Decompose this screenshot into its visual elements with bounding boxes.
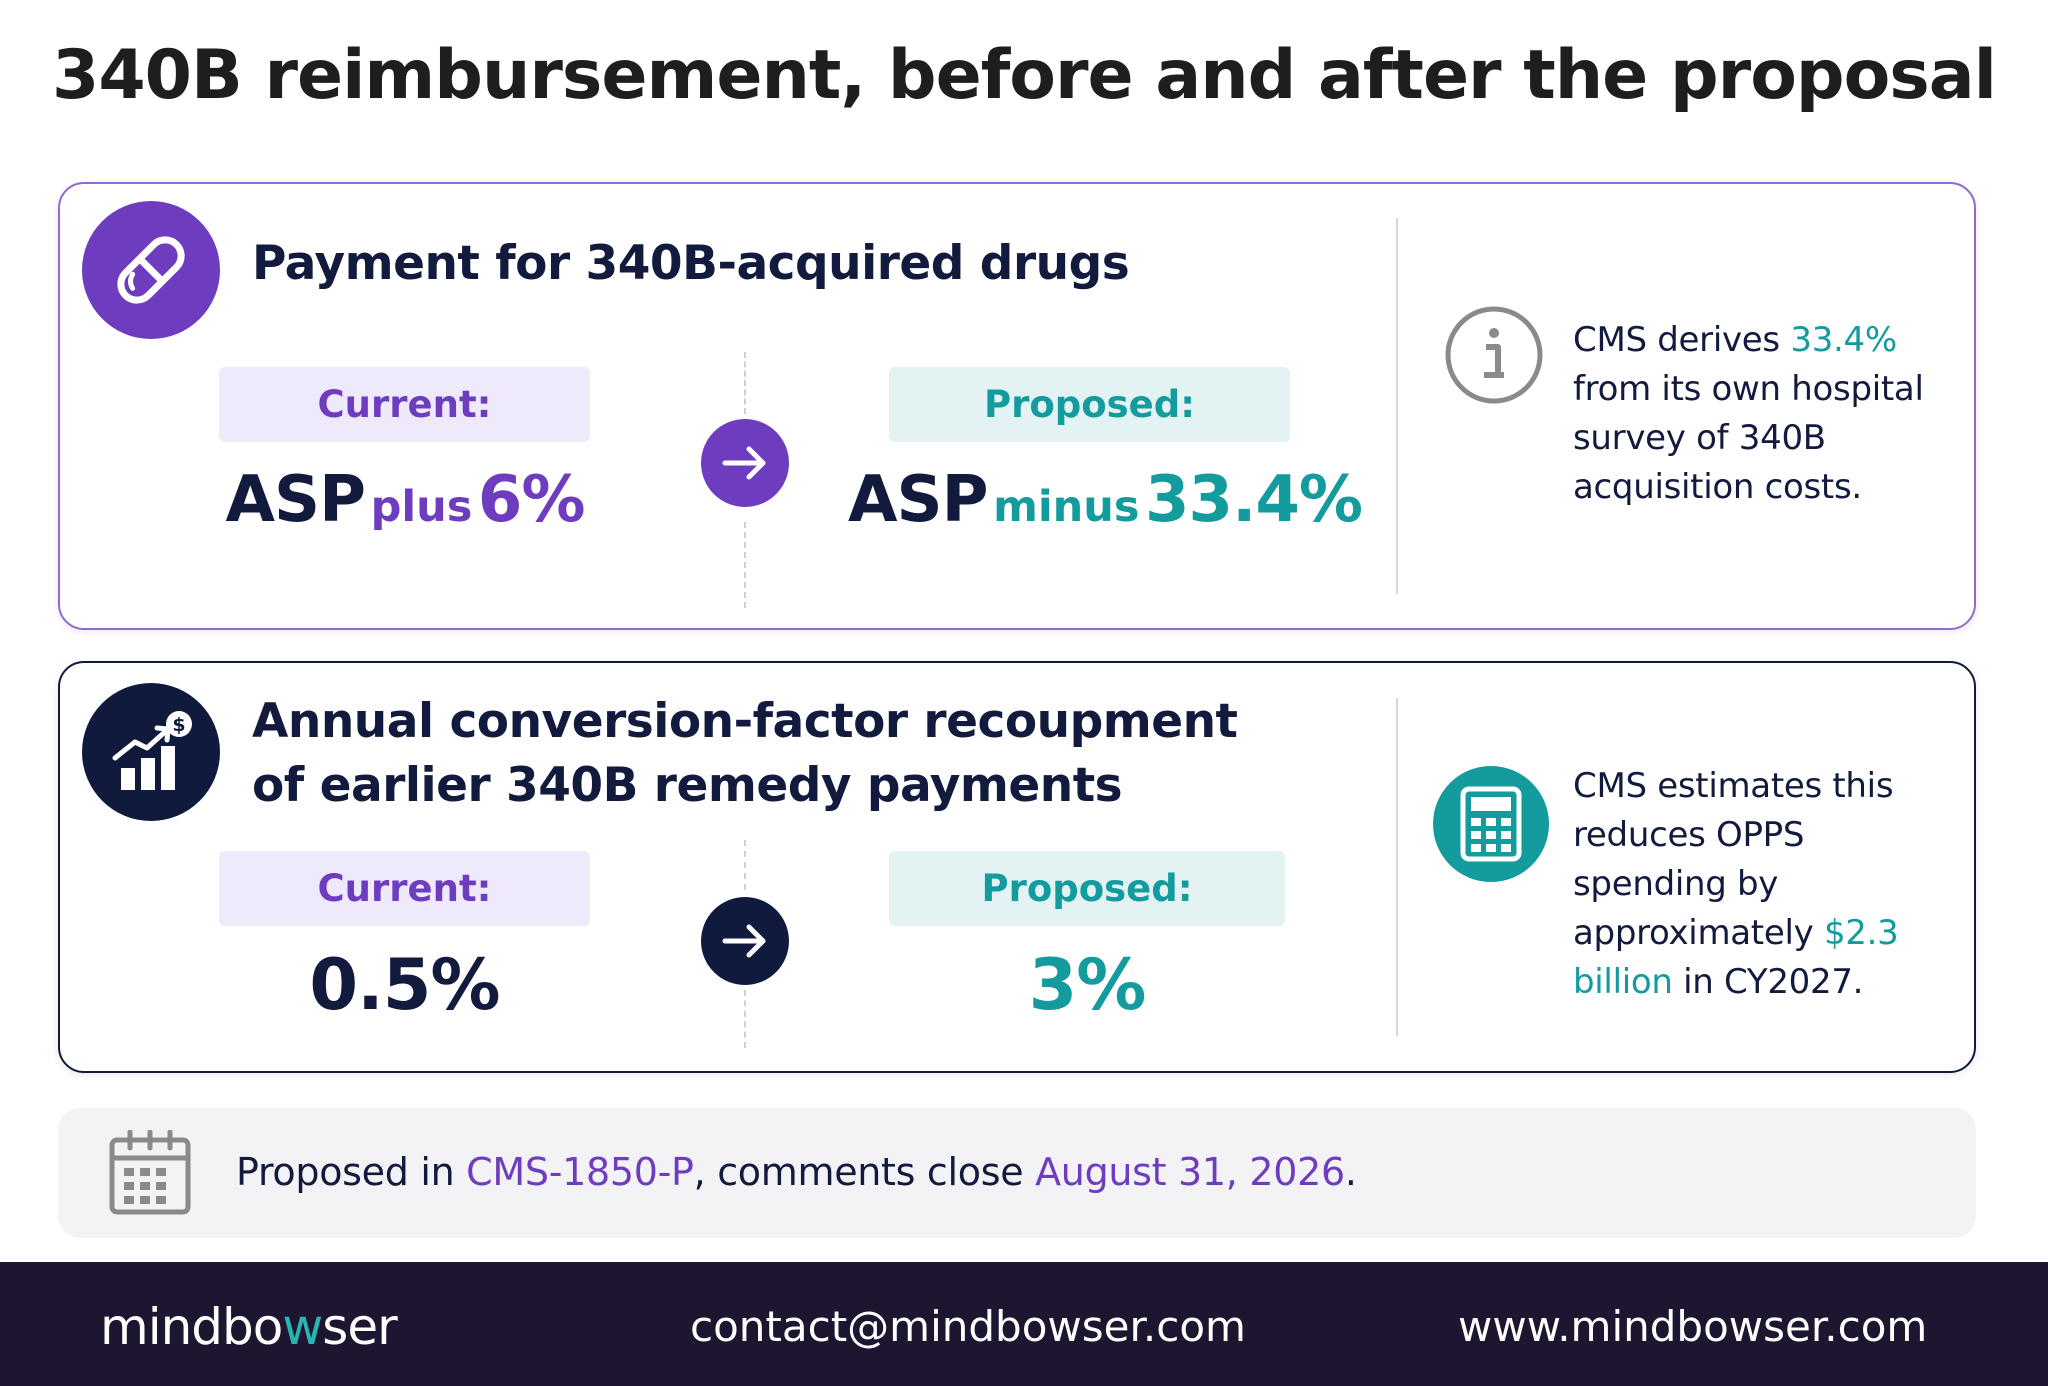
- card1-dashed-divider-bottom: [744, 522, 746, 608]
- proposed-operator: minus: [993, 482, 1140, 532]
- info-icon: [1442, 303, 1546, 407]
- proposed-label: Proposed:: [889, 851, 1285, 926]
- derivation-note-pre: CMS derives: [1573, 320, 1780, 360]
- recoupment-heading: Annual conversion-factor recoupment of e…: [252, 690, 1238, 818]
- current-operator: plus: [370, 482, 473, 532]
- page-title: 340B reimbursement, before and after the…: [52, 36, 1997, 115]
- current-base: ASP: [225, 463, 366, 537]
- spending-estimate-note: CMS estimates this reduces OPPS spending…: [1573, 762, 1943, 1007]
- logo-text-post: ser: [322, 1298, 397, 1356]
- derivation-note: CMS derives 33.4% from its own hospital …: [1573, 316, 1933, 512]
- recoupment-heading-line1: Annual conversion-factor recoupment: [252, 694, 1238, 749]
- current-payment-value: ASP plus 6%: [150, 460, 660, 556]
- current-label: Current:: [219, 851, 590, 926]
- derivation-note-highlight: 33.4%: [1790, 320, 1897, 360]
- arrow-right-icon: [701, 897, 789, 985]
- svg-text:$: $: [172, 714, 185, 736]
- pill-icon: [82, 201, 220, 339]
- footer: [0, 1262, 2048, 1386]
- comment-deadline-bar: [58, 1108, 1976, 1238]
- card2-dashed-divider-bottom: [744, 990, 746, 1048]
- comment-deadline-text: Proposed in CMS-1850-P, comments close A…: [236, 1150, 1357, 1194]
- website-link[interactable]: www.mindbowser.com: [1458, 1302, 1928, 1351]
- current-percent: 6%: [477, 463, 586, 537]
- deadline-date: August 31, 2026: [1035, 1150, 1345, 1194]
- spending-estimate-post: in CY2027.: [1683, 962, 1864, 1002]
- deadline-mid: , comments close: [693, 1150, 1024, 1194]
- derivation-note-post: from its own hospital survey of 340B acq…: [1573, 369, 1924, 507]
- proposed-percent: 33.4%: [1145, 463, 1363, 537]
- current-label: Current:: [219, 367, 590, 442]
- deadline-pre: Proposed in: [236, 1150, 455, 1194]
- drug-payment-heading: Payment for 340B-acquired drugs: [252, 236, 1130, 291]
- proposed-recoupment-value: 3%: [1028, 944, 1147, 1026]
- mindbowser-logo[interactable]: mindbowser: [100, 1298, 398, 1356]
- rule-id-link[interactable]: CMS-1850-P: [466, 1150, 694, 1194]
- spending-estimate-highlight: $2.3 billion: [1573, 913, 1899, 1002]
- arrow-right-icon: [701, 419, 789, 507]
- logo-text-pre: mindbo: [100, 1298, 283, 1356]
- card1-vertical-divider: [1396, 218, 1398, 594]
- proposed-base: ASP: [847, 463, 989, 537]
- spending-estimate-pre: CMS estimates this reduces OPPS spending…: [1573, 766, 1894, 953]
- current-recoupment-value: 0.5%: [309, 944, 500, 1026]
- card2-dashed-divider-top: [744, 840, 746, 890]
- proposed-payment-value: ASP minus 33.4%: [820, 460, 1390, 556]
- card1-dashed-divider-top: [744, 352, 746, 414]
- card2-vertical-divider: [1396, 698, 1398, 1036]
- deadline-post: .: [1344, 1150, 1357, 1194]
- proposed-label: Proposed:: [889, 367, 1290, 442]
- contact-email-link[interactable]: contact@mindbowser.com: [690, 1302, 1246, 1351]
- calculator-icon: [1433, 766, 1549, 882]
- logo-text-w: w: [282, 1298, 323, 1356]
- recoupment-heading-line2: of earlier 340B remedy payments: [252, 758, 1123, 813]
- growth-chart-dollar-icon: $: [82, 683, 220, 821]
- calendar-icon: [108, 1129, 192, 1216]
